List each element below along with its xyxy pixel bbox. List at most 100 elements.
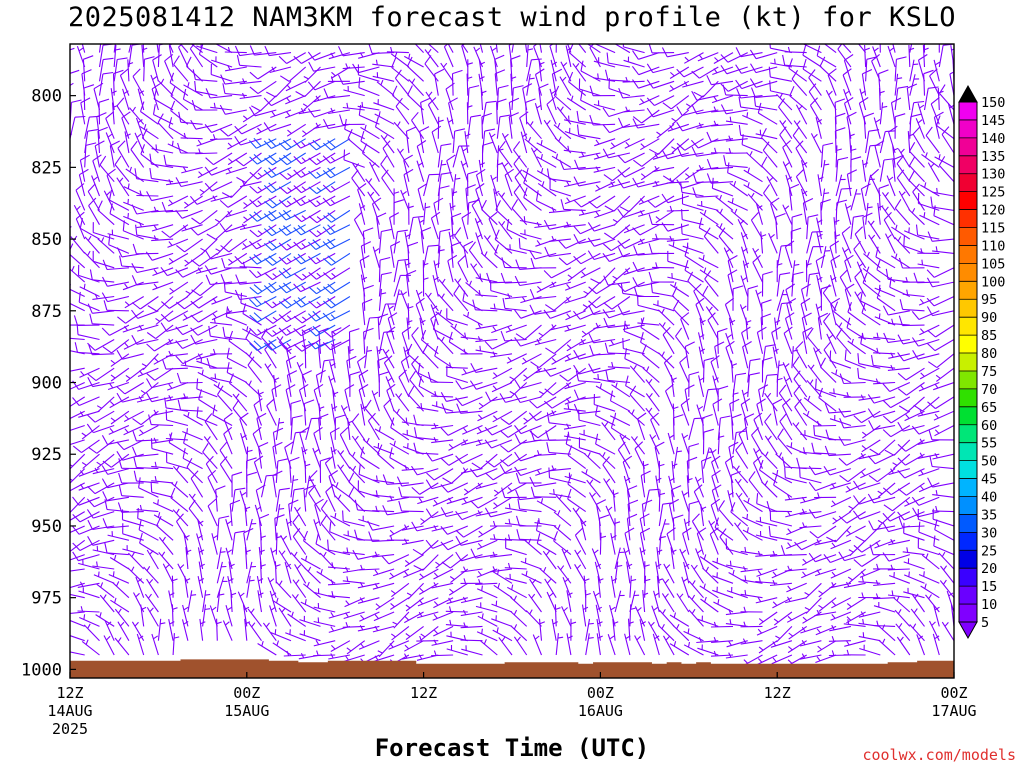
wind-barb-staff	[717, 432, 720, 455]
wind-barb-flag	[188, 499, 196, 509]
wind-barb-staff	[73, 205, 86, 225]
wind-barb-staff	[378, 640, 395, 658]
wind-barb-half-flag	[664, 593, 669, 598]
wind-barb-staff	[401, 525, 424, 531]
wind-barb-half-flag	[220, 551, 226, 553]
wind-barb-half-flag	[756, 291, 762, 296]
wind-barb-staff	[275, 532, 278, 555]
wind-barb-staff	[286, 267, 306, 279]
wind-barb-half-flag	[478, 530, 484, 536]
wind-barb-flag	[543, 367, 551, 377]
wind-barb-flag	[771, 326, 781, 333]
wind-barb-staff	[123, 186, 144, 197]
wind-barb-flag	[546, 96, 556, 105]
wind-barb-staff	[380, 163, 395, 183]
wind-barb-staff	[760, 231, 764, 254]
wind-barb-flag	[680, 223, 683, 235]
wind-barb-staff	[670, 284, 690, 297]
wind-barb-half-flag	[662, 609, 666, 614]
wind-barb-half-flag	[227, 142, 233, 148]
wind-barb-staff	[642, 367, 660, 383]
wind-barb-staff	[225, 605, 233, 627]
wind-barb-staff	[504, 281, 527, 284]
wind-barb-flag	[268, 198, 278, 206]
wind-barb-staff	[593, 367, 616, 374]
wind-barb-flag	[249, 71, 259, 80]
wind-barb-flag	[293, 55, 302, 64]
wind-barb-half-flag	[801, 653, 806, 659]
wind-barb-half-flag	[246, 326, 249, 332]
wind-barb-staff	[725, 623, 748, 627]
wind-barb-flag	[544, 304, 555, 311]
wind-barb-flag	[204, 413, 213, 422]
wind-barb-staff	[308, 492, 321, 512]
wind-barb-half-flag	[788, 632, 794, 637]
wind-barb-half-flag	[757, 205, 763, 209]
wind-barb-staff	[320, 522, 336, 541]
wind-barb-flag	[549, 44, 554, 47]
wind-barb-staff	[878, 639, 896, 656]
wind-barb-staff	[391, 582, 410, 598]
wind-barb-flag	[264, 45, 270, 56]
wind-barb-half-flag	[810, 364, 815, 370]
wind-barb-staff	[105, 132, 115, 154]
wind-barb-flag	[544, 246, 550, 257]
wind-barb-flag	[472, 299, 476, 310]
wind-barb-staff	[393, 289, 400, 311]
wind-barb-staff	[658, 489, 661, 512]
wind-barb-half-flag	[187, 82, 190, 88]
wind-barb-staff	[303, 95, 321, 111]
wind-barb-half-flag	[418, 599, 424, 605]
wind-barb-staff	[684, 255, 704, 269]
wind-barb-flag	[323, 88, 329, 99]
wind-barb-half-flag	[551, 465, 555, 471]
wind-barb-half-flag	[575, 507, 580, 513]
wind-barb-staff	[260, 95, 277, 112]
wind-barb-half-flag	[746, 513, 749, 520]
wind-barb-staff	[637, 267, 660, 272]
wind-barb-flag	[283, 267, 292, 277]
wind-barb-staff	[121, 265, 144, 269]
wind-barb-staff	[286, 310, 306, 323]
wind-barb-half-flag	[479, 162, 486, 166]
wind-barb-flag	[862, 212, 873, 218]
wind-barb-staff	[278, 607, 292, 627]
wind-barb-half-flag	[657, 549, 663, 553]
wind-barb-flag	[786, 298, 797, 305]
wind-barb-flag	[761, 156, 768, 167]
wind-barb-flag	[684, 245, 689, 257]
wind-barb-staff	[358, 74, 380, 82]
wind-barb-half-flag	[227, 65, 231, 71]
wind-barb-flag	[312, 310, 321, 320]
wind-barb-half-flag	[479, 76, 485, 80]
wind-barb-staff	[123, 410, 144, 422]
wind-barb-half-flag	[319, 406, 325, 410]
wind-barb-staff	[770, 90, 793, 97]
wind-barb-staff	[117, 148, 130, 168]
wind-barb-half-flag	[148, 579, 154, 584]
wind-barb-half-flag	[625, 635, 631, 640]
wind-barb-staff	[508, 45, 513, 68]
wind-barb-half-flag	[566, 397, 571, 403]
wind-barb-staff	[303, 583, 321, 599]
wind-barb-staff	[843, 89, 852, 111]
wind-barb-flag	[553, 531, 559, 542]
wind-barb-half-flag	[109, 401, 115, 406]
wind-barb-staff	[753, 419, 764, 441]
wind-barb-half-flag	[567, 145, 570, 151]
wind-barb-staff	[723, 247, 734, 269]
wind-barb-half-flag	[744, 575, 747, 581]
wind-barb-flag	[452, 69, 463, 75]
wind-barb-half-flag	[846, 581, 850, 587]
wind-barb-flag	[500, 272, 506, 284]
wind-barb-half-flag	[190, 594, 197, 596]
wind-barb-flag	[727, 269, 738, 276]
wind-barb-flag	[766, 373, 778, 376]
wind-barb-staff	[144, 593, 159, 613]
wind-barb-flag	[654, 441, 665, 448]
wind-barb-staff	[608, 310, 631, 319]
wind-barb-staff	[755, 80, 778, 88]
wind-barb-half-flag	[432, 305, 438, 310]
wind-barb-flag	[440, 526, 448, 535]
wind-barb-staff	[109, 557, 130, 570]
